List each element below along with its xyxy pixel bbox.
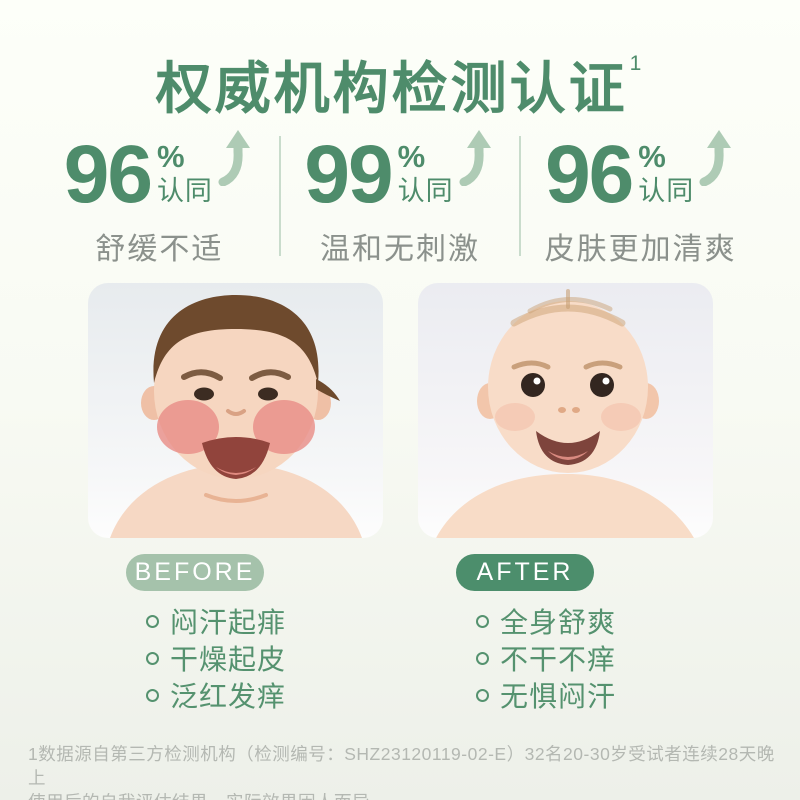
stat-value: 99 [304,129,393,220]
up-arrow-icon [699,130,732,186]
stats-row: 96 % 认同 舒缓不适 99 % 认同 [40,129,760,266]
list-item-label: 无惧闷汗 [500,681,617,712]
before-baby-photo [88,283,383,538]
list-item: 泛红发痒 [146,677,383,713]
circle-bullet-icon [146,651,159,665]
disclaimer-footnote: 1数据源自第三方检测机构（检测编号：SHZ23120119-02-E）32名20… [28,742,780,800]
stat-value: 96 [63,129,153,220]
stat-refreshing: 96 % 认同 皮肤更加清爽 [521,129,760,266]
smiling-baby-illustration [418,283,713,538]
agree-label: 认同 [156,176,213,206]
after-column: AFTER 全身舒爽 不干不痒 无惧闷汗 [418,283,713,714]
percent-sign: % [397,139,426,174]
percent-sign: % [638,139,666,174]
footnote-line-2: 使用后的自我评估结果，实际效果因人而异。 [28,790,780,800]
before-column: BEFORE 闷汗起痱 干燥起皮 泛红发痒 [88,283,383,714]
page-title: 权威机构检测认证1 [0,44,800,125]
list-item: 不干不痒 [476,640,713,676]
stat-unit-block: % 认同 [398,140,454,208]
stat-soothing: 96 % 认同 舒缓不适 [40,129,279,266]
list-item-label: 全身舒爽 [500,607,617,638]
stat-description: 舒缓不适 [95,233,224,266]
percent-sign: % [156,139,185,174]
circle-bullet-icon [146,614,159,628]
circle-bullet-icon [476,614,489,628]
before-symptom-list: 闷汗起痱 干燥起皮 泛红发痒 [146,603,383,713]
stat-soothing-figure: 96 % 认同 [63,129,255,220]
circle-bullet-icon [476,688,489,702]
after-benefit-list: 全身舒爽 不干不痒 无惧闷汗 [476,603,713,713]
stat-gentle-figure: 99 % 认同 [304,129,495,220]
crying-baby-illustration [88,283,383,538]
list-item-label: 不干不痒 [500,644,617,675]
list-item-label: 泛红发痒 [170,681,287,712]
stat-unit-block: % 认同 [157,140,213,208]
stat-value: 96 [545,129,634,220]
list-item: 干燥起皮 [146,640,383,676]
footnote-reference-superscript: 1 [629,52,645,75]
footnote-line-1: 1数据源自第三方检测机构（检测编号：SHZ23120119-02-E）32名20… [28,744,775,788]
before-tag: BEFORE [126,554,264,591]
stat-description: 皮肤更加清爽 [544,233,737,266]
stat-refreshing-figure: 96 % 认同 [545,129,736,220]
agree-label: 认同 [397,176,454,206]
list-item: 无惧闷汗 [476,677,713,713]
up-arrow-icon [459,130,491,186]
circle-bullet-icon [146,688,159,702]
page-title-text: 权威机构检测认证 [155,57,628,120]
list-item: 全身舒爽 [476,603,713,639]
stat-unit-block: % 认同 [638,140,694,208]
list-item-label: 闷汗起痱 [170,607,287,638]
up-arrow-icon [218,130,250,186]
stat-gentle: 99 % 认同 温和无刺激 [278,129,522,266]
stat-description: 温和无刺激 [320,233,480,266]
circle-bullet-icon [476,651,489,665]
list-item-label: 干燥起皮 [170,644,287,675]
list-item: 闷汗起痱 [146,603,383,639]
agree-label: 认同 [638,176,695,206]
before-after-comparison: BEFORE 闷汗起痱 干燥起皮 泛红发痒 [88,283,713,714]
after-tag: AFTER [456,554,594,591]
after-baby-photo [418,283,713,538]
